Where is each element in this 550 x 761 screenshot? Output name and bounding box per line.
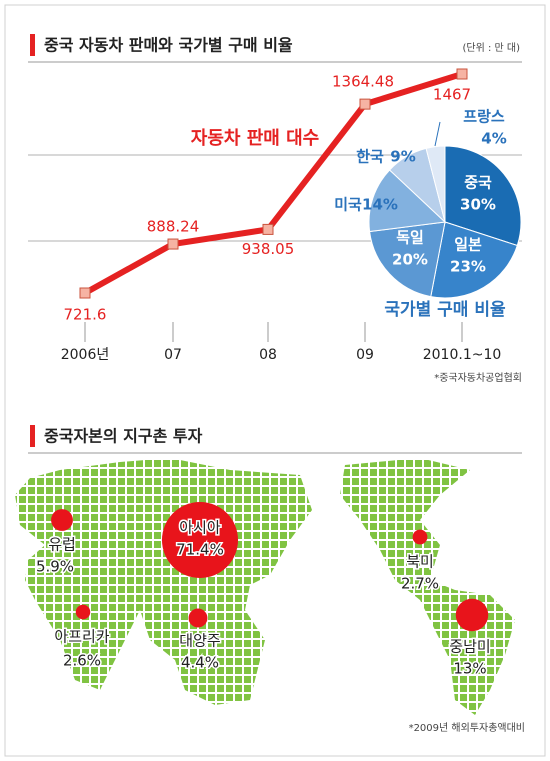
bubble [75,604,91,620]
region-value: 71.4% [176,541,224,559]
region-value: 5.9% [36,558,74,576]
pie-title: 국가별 구매 비율 [384,300,506,320]
series-label: 자동차 판매 대수 [191,128,319,149]
slice-value: 14% [362,196,398,214]
region-name: 북미 [406,553,434,571]
pie-slice [369,221,446,298]
region-value: 13% [453,660,486,678]
slice-value: 20% [392,251,428,269]
value-label: 888.24 [147,218,200,236]
slice-name: 프랑스 [463,108,505,126]
region-value: 4.4% [181,654,219,672]
slice-name: 중국 [464,174,492,192]
slice-name: 일본 [454,236,482,254]
slice-name: 한국 [356,148,384,166]
bubble [412,529,428,545]
pie-slice [425,145,446,223]
pie-slice [368,169,447,233]
region-name: 아프리카 [54,628,109,646]
chart-title: 중국 자동차 판매와 국가별 구매 비율 [44,36,293,55]
slice-value: 4% [481,130,506,148]
slice-value: 30% [460,196,496,214]
region-value: 2.7% [401,575,439,593]
x-tick-label: 07 [164,347,182,363]
x-tick-label: 09 [356,347,374,363]
bubble [455,598,489,632]
map-eurasia-africa [15,458,312,705]
bubble [188,608,208,628]
map-americas [340,458,515,715]
bubble [51,509,73,531]
x-tick-label: 08 [259,347,277,363]
source: *2009년 해외투자총액대비 [409,721,525,734]
slice-name: 독일 [396,229,424,247]
unit: (단위 : 만 대) [462,41,520,54]
marker [262,223,274,235]
region-value: 2.6% [63,652,101,670]
marker [359,98,371,110]
marker [456,68,468,80]
leader [434,121,441,147]
bubble [161,501,239,579]
slice-value: 9% [390,148,415,166]
pie-slice [444,145,522,247]
value-label: 1467 [433,86,471,104]
x-tick-label: 2006년 [61,347,110,363]
region-name: 아시아 [179,519,221,537]
region-name: 유럽 [48,536,76,554]
source: *중국자동차공업협회 [434,371,522,384]
title-accent [30,425,35,447]
region-name: 대양주 [179,632,220,650]
title-accent [30,34,35,56]
region-name: 중남미 [449,638,490,656]
slice-name: 미국 [334,196,362,214]
marker [167,238,179,250]
value-label: 1364.48 [332,73,394,91]
x-tick-label: 2010.1~10 [423,347,502,363]
marker [79,287,91,299]
section-title: 중국자본의 지구촌 투자 [44,427,203,446]
pie-slice [430,221,518,299]
value-label: 938.05 [242,240,295,258]
value-label: 721.6 [64,306,107,324]
slice-value: 23% [450,258,486,276]
